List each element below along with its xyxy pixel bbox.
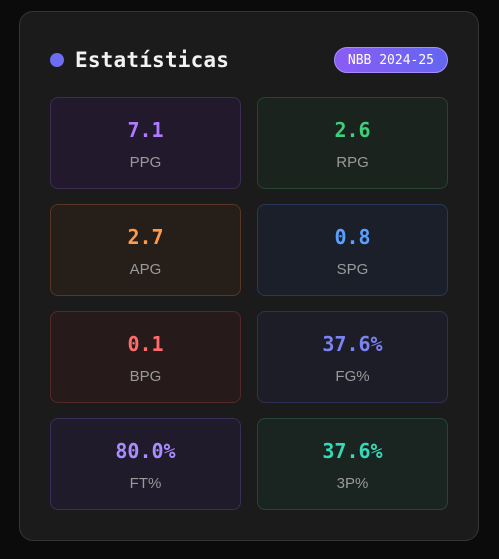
stat-tile-bpg: 0.1 BPG bbox=[50, 311, 241, 403]
stat-label: FT% bbox=[129, 475, 162, 492]
stat-tile-ppg: 7.1 PPG bbox=[50, 97, 241, 189]
stat-value: 37.6% bbox=[322, 439, 383, 463]
stats-grid: 7.1 PPG 2.6 RPG 2.7 APG 0.8 SPG 0.1 BPG … bbox=[50, 97, 448, 510]
stat-label: 3P% bbox=[336, 475, 369, 492]
stat-label: FG% bbox=[335, 368, 370, 385]
stat-label: SPG bbox=[336, 261, 369, 278]
indicator-dot-icon bbox=[50, 53, 64, 67]
stat-value: 37.6% bbox=[322, 332, 383, 356]
stat-label: PPG bbox=[129, 154, 162, 171]
stat-tile-fg-pct: 37.6% FG% bbox=[257, 311, 448, 403]
stat-tile-spg: 0.8 SPG bbox=[257, 204, 448, 296]
stat-tile-ft-pct: 80.0% FT% bbox=[50, 418, 241, 510]
stat-value: 2.6 bbox=[334, 118, 371, 142]
stat-label: BPG bbox=[129, 368, 162, 385]
stat-value: 80.0% bbox=[115, 439, 176, 463]
season-badge: NBB 2024-25 bbox=[333, 47, 448, 73]
card-title: Estatísticas bbox=[75, 48, 230, 72]
stat-value: 7.1 bbox=[127, 118, 164, 142]
stat-value: 0.8 bbox=[334, 225, 371, 249]
stat-label: RPG bbox=[336, 154, 369, 171]
stat-tile-3p-pct: 37.6% 3P% bbox=[257, 418, 448, 510]
stat-tile-apg: 2.7 APG bbox=[50, 204, 241, 296]
stats-card: Estatísticas NBB 2024-25 7.1 PPG 2.6 RPG… bbox=[19, 11, 479, 541]
card-header: Estatísticas NBB 2024-25 bbox=[50, 46, 448, 74]
title-group: Estatísticas bbox=[50, 48, 229, 72]
stat-tile-rpg: 2.6 RPG bbox=[257, 97, 448, 189]
stat-label: APG bbox=[129, 261, 162, 278]
stat-value: 0.1 bbox=[127, 332, 164, 356]
stat-value: 2.7 bbox=[127, 225, 164, 249]
